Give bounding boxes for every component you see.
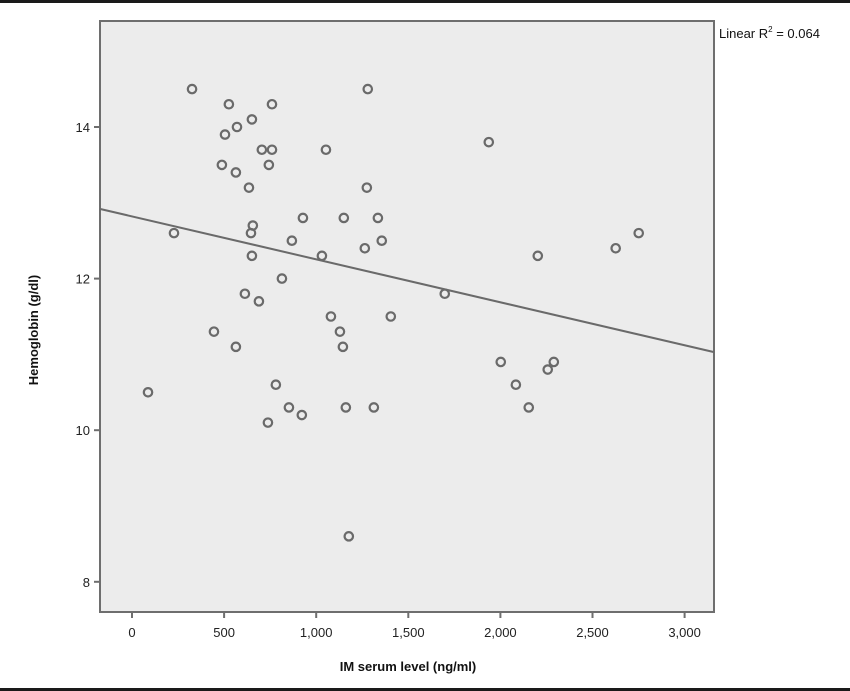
data-point xyxy=(610,242,622,254)
data-point xyxy=(243,182,255,193)
data-point xyxy=(246,250,258,262)
data-point xyxy=(266,98,278,110)
plot-area xyxy=(99,20,715,613)
data-point xyxy=(186,83,198,95)
data-point xyxy=(343,531,355,542)
data-point xyxy=(523,402,535,413)
data-point xyxy=(230,341,242,353)
bottom-rule xyxy=(0,688,850,691)
y-tick-label: 10 xyxy=(76,423,90,438)
data-point xyxy=(361,182,373,193)
r-squared-annotation: Linear R2 = 0.064 xyxy=(719,25,820,41)
data-point xyxy=(338,212,350,224)
x-axis: 0 500 1,000 1,500 2,000 2,500 3,000 xyxy=(128,612,701,640)
data-point xyxy=(316,250,328,262)
data-point xyxy=(142,386,154,398)
data-point xyxy=(320,144,332,156)
annotation-prefix: Linear R xyxy=(719,26,768,41)
data-point xyxy=(334,326,346,337)
data-point xyxy=(245,227,257,239)
data-point xyxy=(633,227,645,239)
data-point xyxy=(340,402,352,413)
x-tick-label: 3,000 xyxy=(668,625,701,640)
data-point xyxy=(296,409,308,421)
annotation-superscript: 2 xyxy=(768,25,773,34)
data-point xyxy=(246,114,258,125)
top-rule xyxy=(0,0,850,3)
data-point xyxy=(223,98,235,110)
data-point xyxy=(359,242,371,254)
data-point xyxy=(262,417,274,428)
y-tick-label: 12 xyxy=(76,272,90,287)
x-tick-label: 1,000 xyxy=(300,625,333,640)
data-point xyxy=(283,402,295,413)
y-tick-label: 8 xyxy=(83,575,90,590)
data-point xyxy=(168,227,180,239)
x-tick-label: 1,500 xyxy=(392,625,425,640)
data-point xyxy=(297,212,309,224)
data-point xyxy=(286,235,298,246)
data-point xyxy=(483,136,495,148)
regression-line xyxy=(99,207,715,354)
data-point xyxy=(266,144,278,156)
data-point xyxy=(368,402,380,413)
data-point xyxy=(532,250,544,262)
data-point xyxy=(548,356,560,368)
data-point xyxy=(362,83,374,95)
fit-line xyxy=(99,207,715,354)
data-point xyxy=(270,379,282,391)
data-point xyxy=(510,379,522,391)
plot-frame xyxy=(99,20,715,613)
y-axis: 8 10 12 14 xyxy=(76,120,100,590)
y-tick-label: 14 xyxy=(76,120,90,135)
x-tick-label: 2,000 xyxy=(484,625,517,640)
data-point xyxy=(495,356,507,368)
data-point xyxy=(256,144,268,156)
data-point xyxy=(239,288,251,300)
data-point xyxy=(263,159,275,171)
data-points xyxy=(142,83,645,542)
x-tick-label: 500 xyxy=(213,625,235,640)
data-point xyxy=(276,273,288,284)
data-point xyxy=(325,311,337,322)
data-point xyxy=(231,121,243,133)
x-tick-label: 0 xyxy=(128,625,135,640)
data-point xyxy=(376,235,388,246)
data-point xyxy=(219,129,231,140)
data-point xyxy=(216,159,228,171)
data-point xyxy=(542,364,554,375)
data-point xyxy=(372,212,384,224)
data-point xyxy=(253,296,265,307)
x-axis-title: IM serum level (ng/ml) xyxy=(340,659,477,674)
y-axis-title: Hemoglobin (g/dl) xyxy=(26,275,41,385)
data-point xyxy=(230,167,242,178)
data-point xyxy=(385,311,397,322)
x-tick-label: 2,500 xyxy=(576,625,609,640)
data-point xyxy=(439,288,451,300)
annotation-suffix: = 0.064 xyxy=(773,26,820,41)
data-point xyxy=(337,341,349,353)
data-point xyxy=(208,326,220,337)
